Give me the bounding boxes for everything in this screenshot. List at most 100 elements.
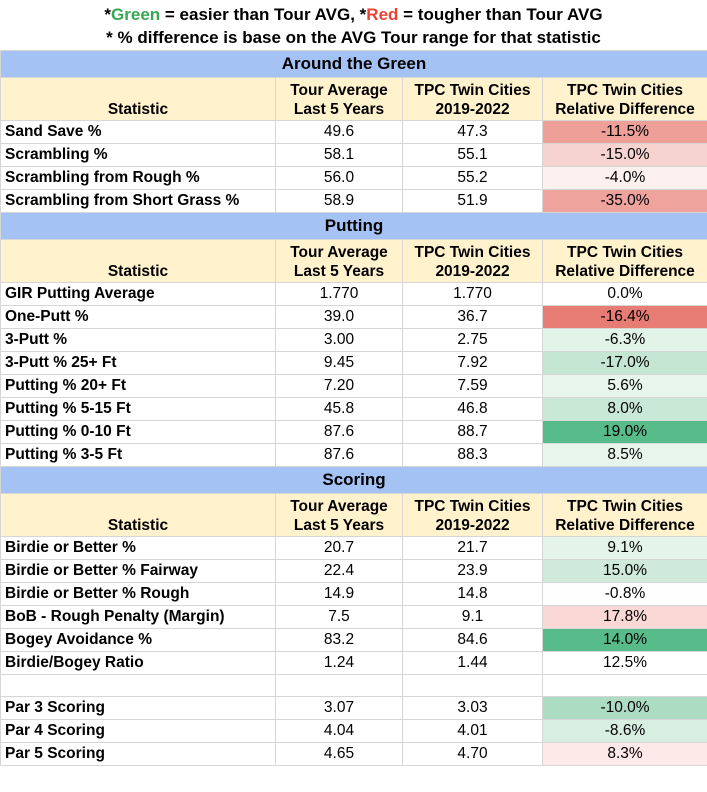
stat-name-cell: Putting % 5-15 Ft — [0, 397, 276, 421]
tpc-value-cell: 14.8 — [402, 582, 543, 606]
stat-name-cell: BoB - Rough Penalty (Margin) — [0, 605, 276, 629]
header-text-line: Relative Difference — [555, 517, 695, 534]
tpc-value-cell: 21.7 — [402, 536, 543, 560]
stat-name-cell: GIR Putting Average — [0, 282, 276, 306]
stat-name-cell: Putting % 20+ Ft — [0, 374, 276, 398]
table-row: Birdie/Bogey Ratio 1.24 1.44 12.5% — [0, 651, 707, 675]
stat-name-cell: Putting % 0-10 Ft — [0, 420, 276, 444]
relative-difference-cell: 0.0% — [541, 282, 707, 306]
tour-average-cell: 14.9 — [275, 582, 403, 606]
column-header-tour-average: Tour Average Last 5 Years — [275, 77, 403, 121]
tpc-value-cell: 3.03 — [402, 696, 543, 720]
table-row: Scrambling from Short Grass % 58.9 51.9 -35… — [0, 189, 707, 213]
relative-difference-cell: 12.5% — [541, 651, 707, 675]
tpc-value-cell: 55.2 — [402, 166, 543, 190]
spacer-row — [0, 674, 707, 697]
tpc-value-cell: 46.8 — [402, 397, 543, 421]
table-row: Scrambling % 58.1 55.1 -15.0% — [0, 143, 707, 167]
header-text-line: 2019-2022 — [435, 263, 510, 280]
column-header-tpc-twin-cities: TPC Twin Cities 2019-2022 — [402, 77, 543, 121]
stat-name-cell — [0, 674, 276, 697]
tour-average-cell: 20.7 — [275, 536, 403, 560]
header-text-line: TPC Twin Cities — [567, 498, 683, 515]
tpc-value-cell: 23.9 — [402, 559, 543, 583]
table-row: 3-Putt % 25+ Ft 9.45 7.92 -17.0% — [0, 351, 707, 375]
stat-name-cell: Bogey Avoidance % — [0, 628, 276, 652]
tpc-value-cell: 47.3 — [402, 120, 543, 144]
table-row: Putting % 0-10 Ft 87.6 88.7 19.0% — [0, 420, 707, 444]
relative-difference-cell: 5.6% — [541, 374, 707, 398]
tour-average-cell: 58.9 — [275, 189, 403, 213]
stat-name-cell: 3-Putt % 25+ Ft — [0, 351, 276, 375]
legend-line-2: * % difference is base on the AVG Tour r… — [106, 28, 601, 47]
tour-average-cell: 58.1 — [275, 143, 403, 167]
header-text-line: Last 5 Years — [293, 101, 385, 118]
legend-line-1: *Green = easier than Tour AVG, *Red = to… — [0, 3, 707, 26]
legend-end-text: = tougher than Tour AVG — [398, 5, 603, 24]
header-text-line: Tour Average — [290, 82, 388, 99]
stat-name-cell: Sand Save % — [0, 120, 276, 144]
column-header-tpc-twin-cities: TPC Twin Cities 2019-2022 — [402, 239, 543, 283]
header-text-line: TPC Twin Cities — [414, 244, 531, 261]
table-row: Par 5 Scoring 4.65 4.70 8.3% — [0, 742, 707, 766]
tour-average-cell: 56.0 — [275, 166, 403, 190]
table-row: Putting % 3-5 Ft 87.6 88.3 8.5% — [0, 443, 707, 467]
tpc-value-cell: 1.770 — [402, 282, 543, 306]
table-row: GIR Putting Average 1.770 1.770 0.0% — [0, 282, 707, 306]
tour-average-cell: 4.65 — [275, 742, 403, 766]
tpc-value-cell: 88.3 — [402, 443, 543, 467]
header-text-line: Relative Difference — [555, 101, 695, 118]
table-row: Bogey Avoidance % 83.2 84.6 14.0% — [0, 628, 707, 652]
legend-notes: *Green = easier than Tour AVG, *Red = to… — [0, 0, 707, 50]
table-row: Birdie or Better % Rough 14.9 14.8 -0.8% — [0, 582, 707, 606]
relative-difference-cell: 17.8% — [541, 605, 707, 629]
tpc-value-cell: 36.7 — [402, 305, 543, 329]
tour-average-cell: 4.04 — [275, 719, 403, 743]
tour-average-cell: 49.6 — [275, 120, 403, 144]
stat-name-cell: Birdie or Better % — [0, 536, 276, 560]
relative-difference-cell: -15.0% — [541, 143, 707, 167]
tour-average-cell: 22.4 — [275, 559, 403, 583]
column-header-row: Statistic Tour Average Last 5 Years TPC Twi… — [0, 239, 707, 283]
stats-table-body: Around the Green Statistic Tour Average Las… — [0, 50, 707, 766]
column-header-tour-average: Tour Average Last 5 Years — [275, 239, 403, 283]
tpc-value-cell: 9.1 — [402, 605, 543, 629]
table-row: Scrambling from Rough % 56.0 55.2 -4.0% — [0, 166, 707, 190]
legend-star: * — [104, 5, 112, 24]
header-text-line: TPC Twin Cities — [567, 244, 683, 261]
relative-difference-cell: 8.0% — [541, 397, 707, 421]
table-row: BoB - Rough Penalty (Margin) 7.5 9.1 17.8% — [0, 605, 707, 629]
table-row: Birdie or Better % Fairway 22.4 23.9 15.0% — [0, 559, 707, 583]
tour-average-cell: 3.07 — [275, 696, 403, 720]
column-header-statistic: Statistic — [0, 239, 276, 283]
header-text-line: 2019-2022 — [435, 101, 510, 118]
section-header: Around the Green — [0, 50, 707, 78]
tpc-value-cell: 4.01 — [402, 719, 543, 743]
table-row: One-Putt % 39.0 36.7 -16.4% — [0, 305, 707, 329]
legend-mid-text: = easier than Tour AVG, * — [160, 5, 367, 24]
relative-difference-cell: 9.1% — [541, 536, 707, 560]
tour-average-cell: 39.0 — [275, 305, 403, 329]
table-row: Birdie or Better % 20.7 21.7 9.1% — [0, 536, 707, 560]
column-header-statistic: Statistic — [0, 493, 276, 537]
section-title: Around the Green — [0, 50, 707, 78]
header-text-line: Statistic — [107, 101, 169, 118]
column-header-tour-average: Tour Average Last 5 Years — [275, 493, 403, 537]
table-row: Par 3 Scoring 3.07 3.03 -10.0% — [0, 696, 707, 720]
stat-name-cell: Par 4 Scoring — [0, 719, 276, 743]
tour-average-cell: 3.00 — [275, 328, 403, 352]
relative-difference-cell: 8.5% — [541, 443, 707, 467]
tour-average-cell: 45.8 — [275, 397, 403, 421]
stat-name-cell: Par 3 Scoring — [0, 696, 276, 720]
table-row: Sand Save % 49.6 47.3 -11.5% — [0, 120, 707, 144]
relative-difference-cell: -10.0% — [541, 696, 707, 720]
relative-difference-cell: -6.3% — [541, 328, 707, 352]
tour-average-cell: 87.6 — [275, 420, 403, 444]
table-row: 3-Putt % 3.00 2.75 -6.3% — [0, 328, 707, 352]
stat-name-cell: Birdie/Bogey Ratio — [0, 651, 276, 675]
section-header: Putting — [0, 212, 707, 240]
tour-average-cell: 7.5 — [275, 605, 403, 629]
legend-green-word: Green — [111, 5, 161, 24]
tpc-value-cell: 1.44 — [402, 651, 543, 675]
relative-difference-cell: 19.0% — [541, 420, 707, 444]
